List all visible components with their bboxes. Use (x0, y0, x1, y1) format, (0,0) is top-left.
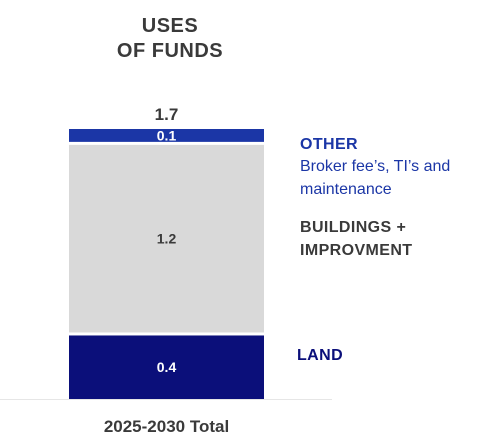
data-label-land: 0.4 (157, 359, 177, 375)
legend-other-title: OTHER (300, 136, 358, 153)
x-axis-category-label: 2025-2030 Total (104, 417, 229, 436)
bar-segment-land (69, 335, 264, 399)
bar-segment-other (69, 129, 264, 142)
legend-other-description: Broker fee’s, TI’s and maintenance (300, 155, 450, 201)
chart-title-line-1: USES (141, 15, 199, 37)
legend-other-description-line-2: maintenance (300, 181, 392, 198)
data-label-other: 0.1 (157, 127, 177, 143)
chart-title-line-2: OF FUNDS (116, 40, 224, 62)
total-label: 1.7 (155, 105, 179, 124)
legend-buildings-line-2: IMPROVMENT (300, 242, 413, 259)
chart-title: USES OF FUNDS (60, 14, 280, 64)
legend-buildings-line-1: BUILDINGS + (300, 219, 407, 236)
legend-buildings-improvment: BUILDINGS + IMPROVMENT (300, 216, 412, 262)
legend-other-description-line-1: Broker fee’s, TI’s and (300, 158, 451, 175)
bar-segment-buildings-improvment (69, 144, 264, 333)
legend-land: LAND (297, 347, 344, 364)
data-label-buildings-improvment: 1.2 (157, 231, 177, 247)
